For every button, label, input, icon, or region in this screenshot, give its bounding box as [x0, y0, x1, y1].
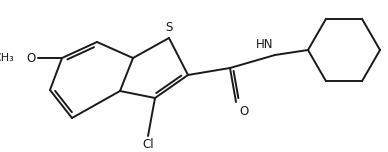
Text: Cl: Cl — [142, 138, 154, 151]
Text: O: O — [27, 52, 36, 64]
Text: S: S — [165, 21, 173, 34]
Text: O: O — [239, 105, 248, 118]
Text: HN: HN — [256, 38, 273, 51]
Text: CH₃: CH₃ — [0, 53, 14, 63]
